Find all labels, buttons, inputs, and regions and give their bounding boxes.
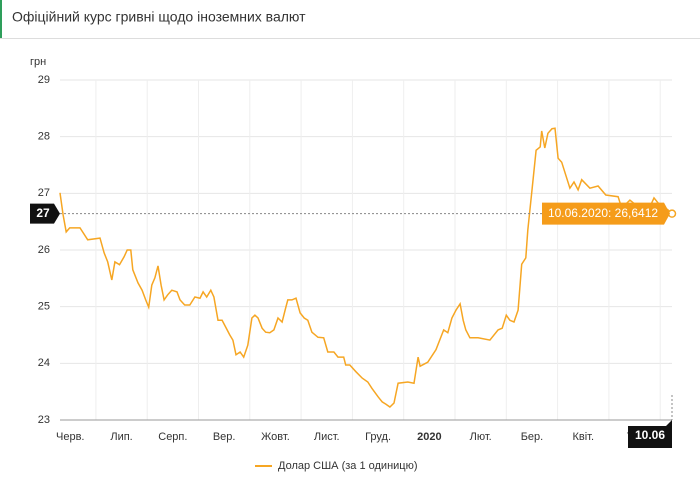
x-tick-label: Вер. [213,431,236,443]
x-tick-label: Лист. [314,431,340,443]
x-tick-label: Лют. [470,431,492,443]
x-tick-label: Квіт. [572,431,594,443]
y-tick-label: 27 [38,187,50,199]
x-cursor-box [628,420,672,448]
x-tick-label: 2020 [417,431,441,443]
x-tick-label: Жовт. [261,431,290,443]
y-unit: грн [30,56,46,68]
x-tick-label: Лип. [110,431,132,443]
y-tick-label: 23 [38,414,50,426]
line [59,127,673,408]
y-tick-label: 29 [38,74,50,86]
y-tick-label: 24 [38,357,50,369]
header [0,0,700,38]
tooltip-text: 10.06.2020: 26,6412 [548,206,658,220]
y-cursor-label: 27 [36,206,50,220]
x-tick-label: Груд. [365,431,391,443]
x-tick-label: Серп. [158,431,187,443]
y-tick-label: 28 [38,131,50,143]
legend-label: Долар США (за 1 одиницю) [278,460,418,472]
tooltip-box [542,202,670,225]
y-tick-label: 26 [38,244,50,256]
x-tick-label: Бер. [521,431,544,443]
x-cursor-label: 10.06 [635,428,665,442]
y-tick-label: 25 [38,301,50,313]
header-accent [0,0,2,38]
page-title: Офіційний курс гривні щодо іноземних вал… [12,9,306,25]
x-tick-label: Черв. [56,431,84,443]
y-cursor-box [30,203,60,224]
